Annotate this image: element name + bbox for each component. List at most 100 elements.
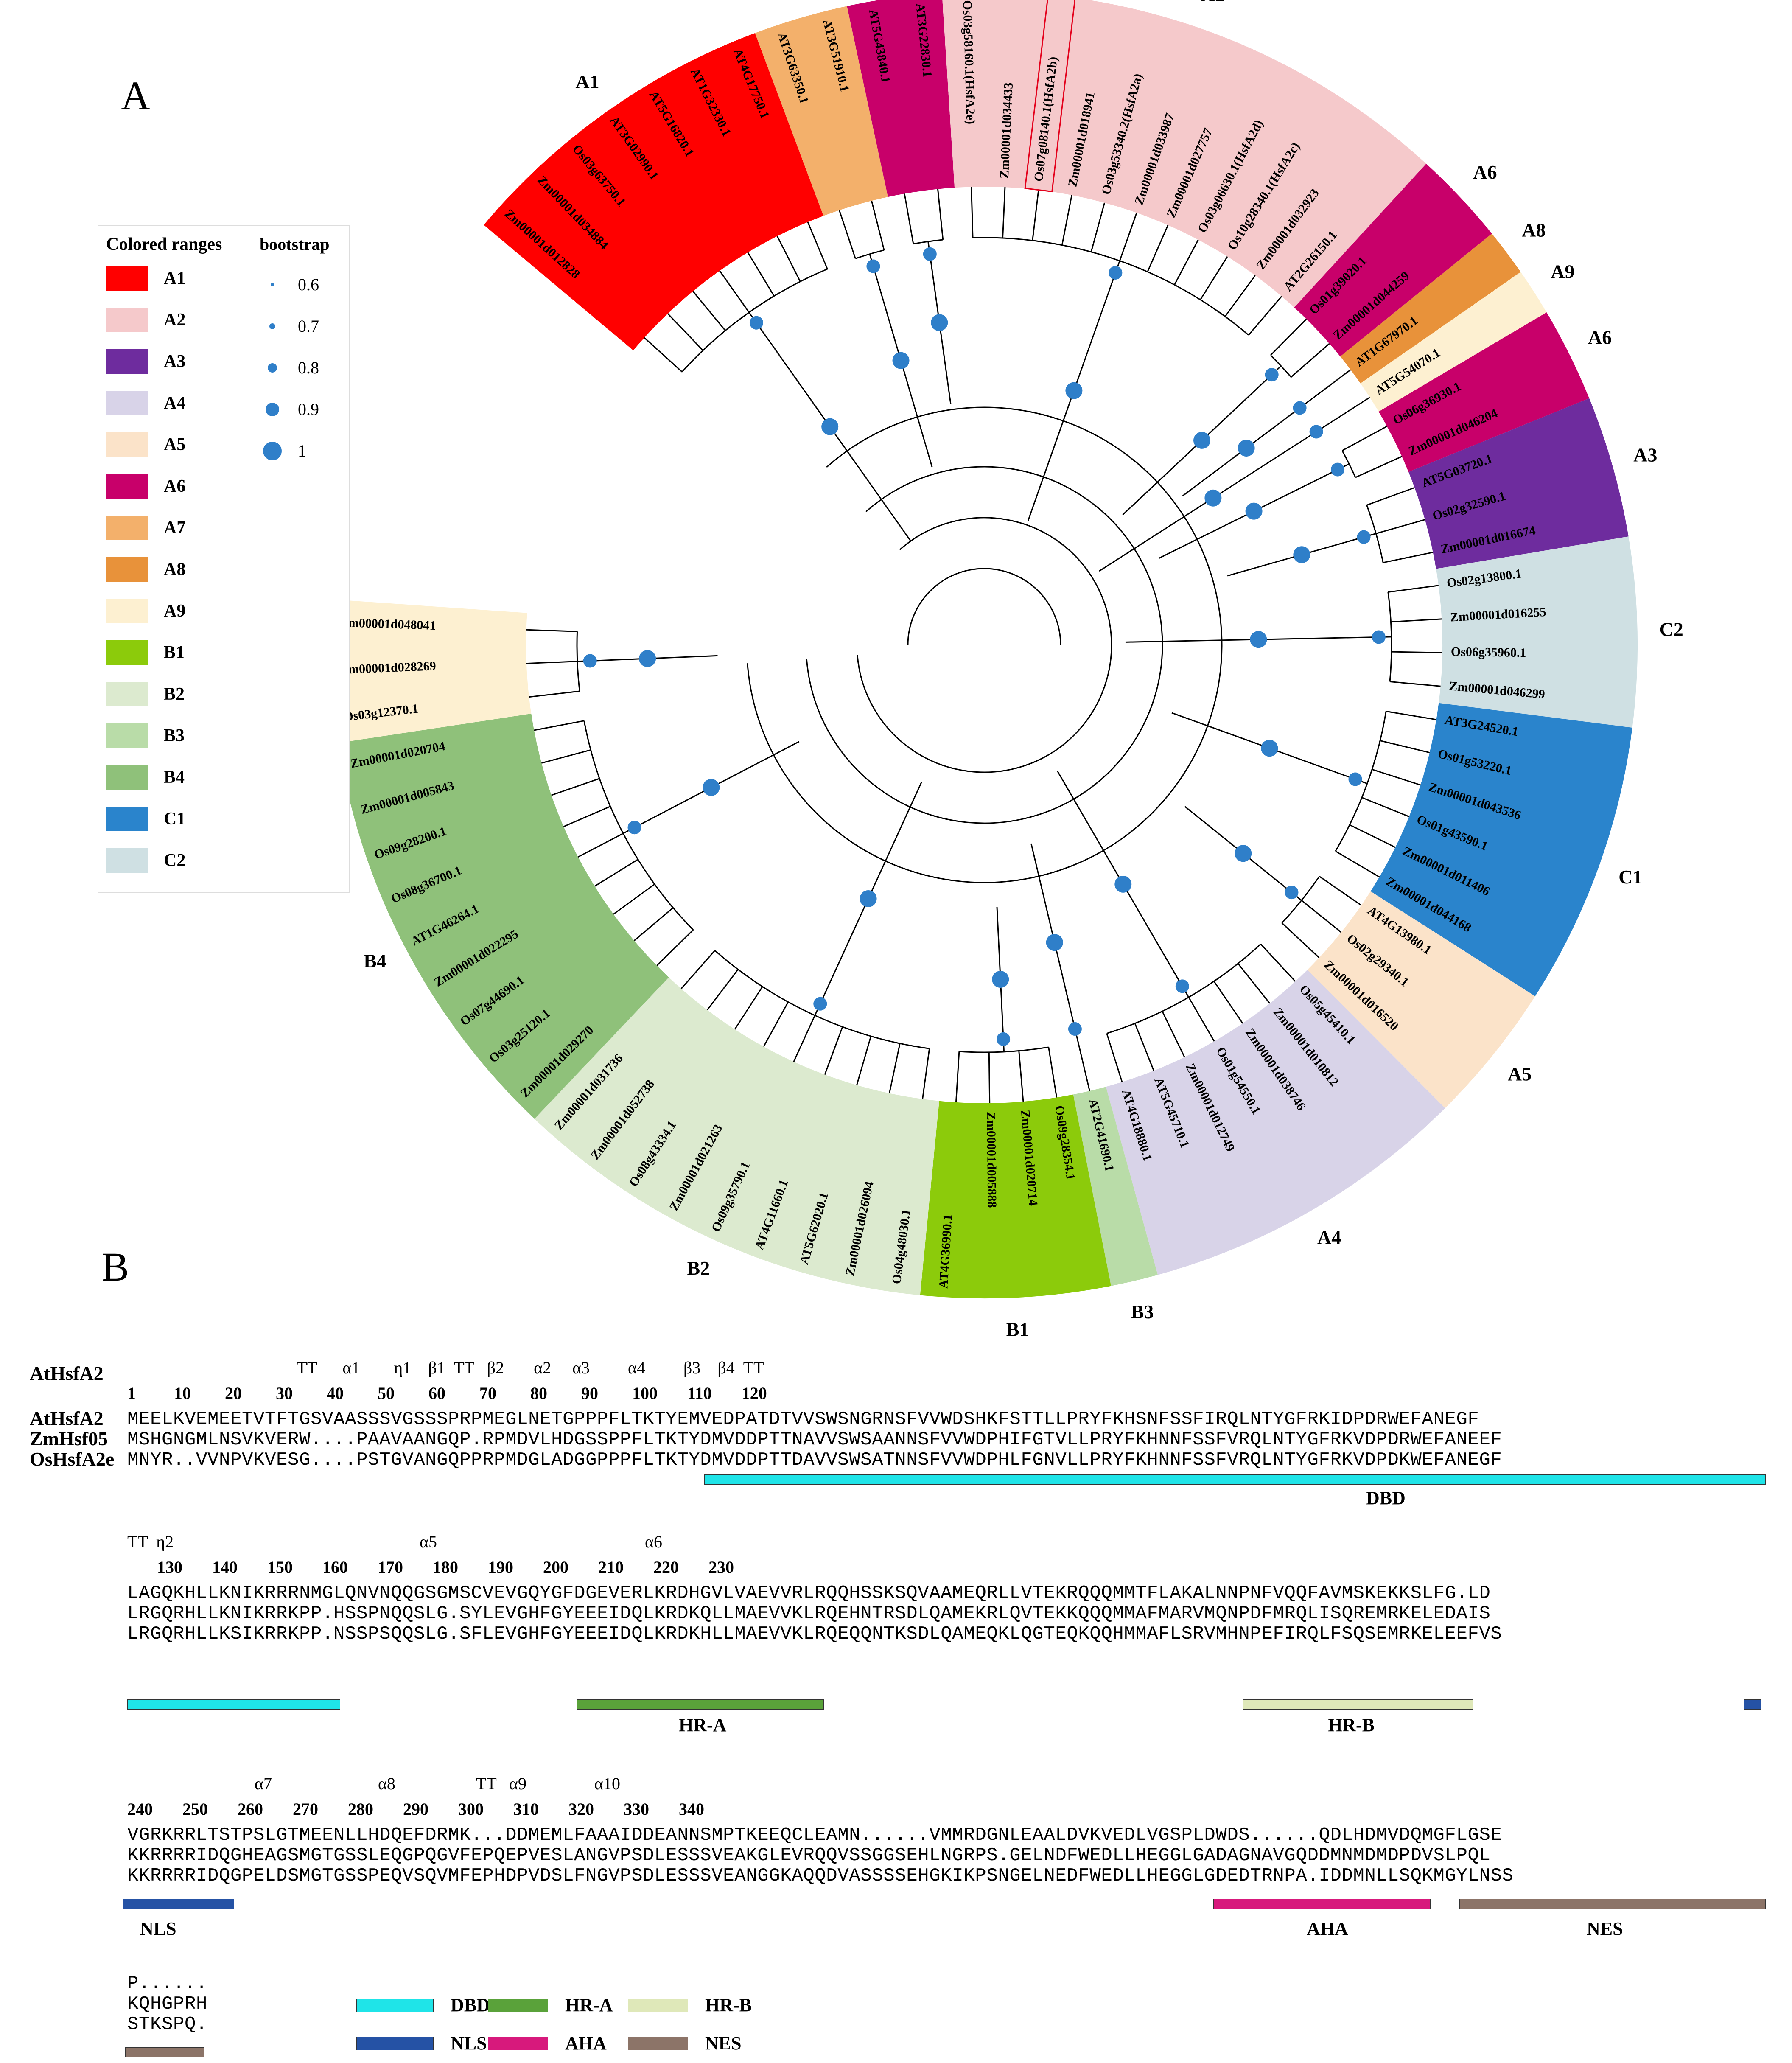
tree-branch (644, 337, 683, 373)
tree-branch (904, 193, 914, 244)
tree-branch (551, 778, 600, 796)
bootstrap-value: 0.6 (298, 275, 319, 294)
sector-label: C1 (1618, 866, 1642, 888)
domain-bar-hr-a (577, 1699, 824, 1710)
sector-label: B1 (1006, 1319, 1029, 1337)
sector-label: A6 (1588, 327, 1612, 348)
sector-label: B3 (1131, 1301, 1154, 1323)
domain-legend-swatch (628, 2036, 688, 2050)
legend-swatch (106, 640, 148, 665)
domain-legend-nls: NLS (356, 2032, 487, 2054)
tree-branch (1048, 1047, 1058, 1098)
tree-legend: Colored ranges bootstrap A1 A2 A3 A4 A5 A6 A7 A… (98, 225, 350, 893)
legend-range-c1: C1 (106, 807, 185, 831)
domain-legend-hr-a: HR-A (488, 1994, 613, 2016)
domain-label-dbd: DBD (1366, 1488, 1406, 1508)
bootstrap-node (1046, 934, 1063, 951)
bootstrap-node (1250, 631, 1267, 648)
tree-branch (971, 187, 974, 238)
sequence-row: P...... (127, 1973, 208, 1994)
bootstrap-node (1357, 530, 1371, 544)
bootstrap-node (1293, 401, 1307, 415)
bootstrap-node (931, 314, 948, 331)
domain-bar-nes (125, 2047, 204, 2057)
legend-swatch (106, 848, 148, 873)
domain-legend-label: NLS (451, 2033, 487, 2054)
bootstrap-node (1235, 845, 1252, 862)
domain-legend-dbd: DBD (356, 1994, 490, 2016)
sector-label: B4 (364, 950, 386, 972)
tree-branch (563, 806, 611, 827)
tree-branch (1327, 397, 1370, 426)
sector-label: A3 (1633, 444, 1657, 466)
bootstrap-dot (269, 323, 275, 329)
bootstrap-node (1065, 382, 1083, 399)
legend-range-label: A7 (164, 518, 186, 538)
domain-label-hr-b: HR-B (1328, 1715, 1375, 1735)
legend-range-label: B2 (164, 684, 185, 704)
sequence-row: KKRRRRIDQGHEAGSMGTGSSLEQGPQGVFEPQEPVESLA… (127, 1845, 1491, 1866)
sequence-row: MEELKVEMEETVTFTGSVAASSSVGSSSPRPMEGLNETGP… (127, 1409, 1479, 1430)
sequence-row: STKSPQ. (127, 2014, 208, 2035)
bootstrap-node (1114, 875, 1132, 893)
legend-range-label: C2 (164, 851, 186, 870)
tree-branch (793, 1015, 816, 1062)
legend-range-a4: A4 (106, 391, 185, 415)
legend-range-a8: A8 (106, 557, 185, 582)
legend-range-a2: A2 (106, 308, 185, 332)
bootstrap-node (1372, 630, 1386, 644)
bootstrap-node (1348, 772, 1362, 786)
tree-branch (1349, 824, 1396, 848)
domain-legend-label: DBD (451, 1995, 490, 2015)
legend-bootstrap-1: 1 (260, 441, 306, 461)
sector-b2 (534, 977, 939, 1295)
legend-swatch (106, 807, 148, 831)
tree-branch (807, 221, 828, 269)
tree-branch (913, 239, 943, 245)
sequence-row: VGRKRRLTSTPSLGTMEENLLHDQEFDRMK...DDMEMLF… (127, 1825, 1502, 1846)
domain-bar-dbd (704, 1474, 1766, 1485)
tree-branch (1162, 1011, 1185, 1057)
sector-a6 (847, 0, 955, 197)
legend-range-a3: A3 (106, 349, 185, 374)
tree-branch (1077, 1041, 1090, 1091)
bootstrap-node (866, 259, 880, 273)
legend-range-label: C1 (164, 809, 186, 829)
phylogenetic-tree: A1Zm00001d012828Zm00001d034884Os03g63750… (286, 0, 1683, 1337)
tree-branch (1301, 900, 1342, 933)
colored-ranges-title: Colored ranges (106, 235, 222, 254)
leaf-label: Zm00001d048041 (339, 616, 436, 633)
domain-label-nes: NES (1587, 1918, 1623, 1939)
tree-branch (871, 200, 885, 250)
domain-legend-swatch (356, 1998, 434, 2012)
tree-branch (526, 661, 577, 664)
domain-bar-nls (123, 1899, 234, 1909)
domain-legend-label: AHA (565, 2033, 607, 2054)
tree-branch (1366, 487, 1415, 506)
sector-label: A8 (1522, 219, 1546, 241)
domain-legend-label: NES (705, 2033, 742, 2054)
sequence-name: OsHsfA2e (30, 1448, 115, 1470)
bootstrap-node (923, 247, 937, 261)
bootstrap-node (992, 971, 1009, 988)
sector-a5 (1307, 891, 1535, 1108)
legend-range-label: A3 (164, 352, 186, 371)
sequence-row: MSHGNGMLNSVKVERW....PAAVAANGQP.RPMDVLHDG… (127, 1429, 1502, 1450)
sequence-row: MNYR..VVNPVKVESG....PSTGVANGQPPRPMDGLADG… (127, 1449, 1502, 1471)
tree-branch (806, 466, 1163, 824)
tree-branch (529, 690, 580, 698)
tree-branch (856, 1036, 872, 1085)
tree-branch (1174, 239, 1199, 285)
tree-root (907, 568, 1061, 645)
highlight-box (1024, 0, 1076, 193)
domain-label-aha: AHA (1307, 1918, 1348, 1939)
sector-a9 (331, 599, 532, 743)
legend-swatch (106, 557, 148, 582)
tree-branch (1375, 519, 1425, 534)
sector-a1 (484, 33, 823, 350)
tree-branch (1090, 202, 1105, 252)
legend-range-label: A1 (164, 269, 186, 288)
bootstrap-node (1238, 440, 1255, 457)
sector-b4 (338, 713, 669, 1119)
tree-branch (1032, 190, 1039, 241)
